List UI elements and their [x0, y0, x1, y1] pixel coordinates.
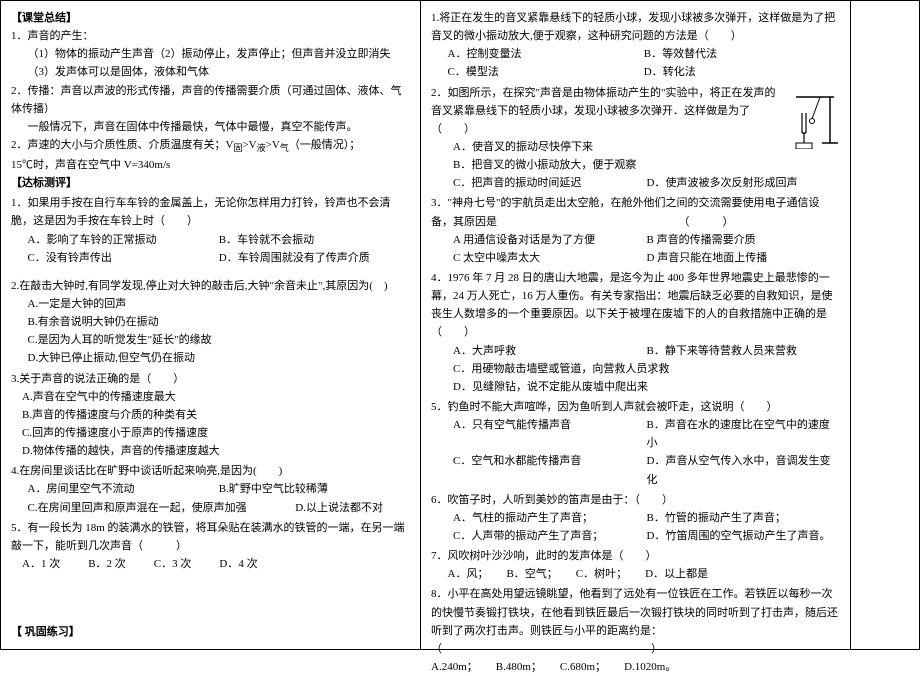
question: 1.将正在发生的音叉紧靠悬线下的轻质小球，发现小球被多次弹开，这样做是为了把音叉… [431, 9, 840, 45]
options: A．只有空气能传播声音B．声音在水的速度比在空气中的速度小 C．空气和水都能传播… [431, 416, 840, 489]
options: A.声音在空气中的传播速度最大 B.声音的传播速度与介质的种类有关 C.回声的传… [11, 388, 410, 461]
question: 4．1976 年 7 月 28 日的唐山大地震，是迄今为止 400 多年世界地震… [431, 269, 840, 342]
options: A 用通信设备对话是为了方便B 声音的传播需要介质 C 太空中噪声太大D 声音只… [431, 231, 840, 267]
section-heading: 【 巩固练习】 [11, 623, 80, 641]
text: 一般情况下，声音在固体中传播最快，气体中最慢，真空不能传声。 [11, 118, 410, 136]
text: （1）物体的振动产生声音（2）振动停止，发声停止；但声音并没立即消失 [11, 45, 410, 63]
question: 6．吹笛子时，人听到美妙的笛声是由于：（ ） [431, 491, 840, 509]
options: C.在房间里回声和原声混在一起，使原声加强D.以上说法都不对 [11, 499, 410, 517]
question: 5．钓鱼时不能大声喧哗，因为鱼听到人声就会被吓走，这说明（ ） [431, 398, 840, 416]
tuning-fork-figure [792, 93, 838, 155]
options: A.240m；B.480m；C.680m；D.1020m。 [431, 658, 840, 676]
question: 2．如图所示，在探究"声音是由物体振动产生的"实验中，将正在发声的音叉紧靠悬线下… [431, 84, 840, 138]
section-heading: 【达标测评】 [11, 174, 410, 192]
text: （3）发声体可以是固体，液体和气体 [11, 63, 410, 81]
options: A．风；B．空气；C．树叶；D．以上都是 [431, 565, 840, 583]
text: 2．传播：声音以声波的形式传播，声音的传播需要介质（可通过固体、液体、气体传播） [11, 82, 410, 118]
options: A．1 次B．2 次C．3 次D．4 次 [11, 555, 410, 573]
question: 2.在敲击大钟时,有同学发现,停止对大钟的敲击后,大钟"余音未止",其原因为( … [11, 277, 410, 295]
options: C．用硬物敲击墙壁或管道，向营救人员求救 D．见缝隙钻，说不定能从废墟中爬出来 [431, 360, 840, 396]
options: A．房间里空气不流动B.旷野中空气比较稀薄 [11, 480, 410, 498]
text: 15℃时，声音在空气中 V=340m/s [11, 156, 410, 174]
question: 3．"神舟七号"的宇航员走出太空舱，在舱外他们之间的交流需要使用电子通信设备，其… [431, 194, 840, 230]
question: 4.在房间里谈话比在旷野中谈话听起来响亮,是因为( ) [11, 462, 410, 480]
margin-column [850, 0, 920, 650]
options: A．控制变量法B．等效替代法 C．模型法D．转化法 [431, 45, 840, 81]
question: 8．小平在高处用望远镜眺望，他看到了远处有一位铁匠在工作。若铁匠以每秒一次的快慢… [431, 585, 840, 639]
text: 2．声速的大小与介质性质、介质温度有关；V固>V液>V气（一般情况）； [11, 136, 410, 156]
options: A．大声呼救B．静下来等待营救人员来营救 [431, 342, 840, 360]
question: 7．风吹树叶沙沙响，此时的发声体是（ ） [431, 547, 840, 565]
question: 1．如果用手按在自行车车铃的金属盖上，无论你怎样用力打铃，铃声也不会清脆，这是因… [11, 194, 410, 230]
section-heading: 【课堂总结】 [11, 9, 410, 27]
options: A．气柱的振动产生了声音；B．竹管的振动产生了声音； C．人声带的振动产生了声音… [431, 509, 840, 545]
question: 5．有一段长为 18m 的装满水的铁管，将耳朵贴在装满水的铁管的一端，在另一端敲… [11, 519, 410, 555]
options: C．把声音的振动时间延迟D．使声波被多次反射形成回声 [431, 174, 840, 192]
question: 3.关于声音的说法正确的是（ ） [11, 370, 410, 388]
options: A.一定是大钟的回声 B.有余音说明大钟仍在振动 C.是因为人耳的听觉发生"延长… [11, 295, 410, 368]
blank-paren: （ ） [431, 640, 840, 658]
text: 1．声音的产生： [11, 27, 410, 45]
options: A．影响了车铃的正常振动B．车铃就不会振动 C．没有铃声传出D．车铃周围就没有了… [11, 231, 410, 267]
options: A．使音叉的振动尽快停下来 B．把音叉的微小振动放大，便于观察 [431, 138, 840, 174]
